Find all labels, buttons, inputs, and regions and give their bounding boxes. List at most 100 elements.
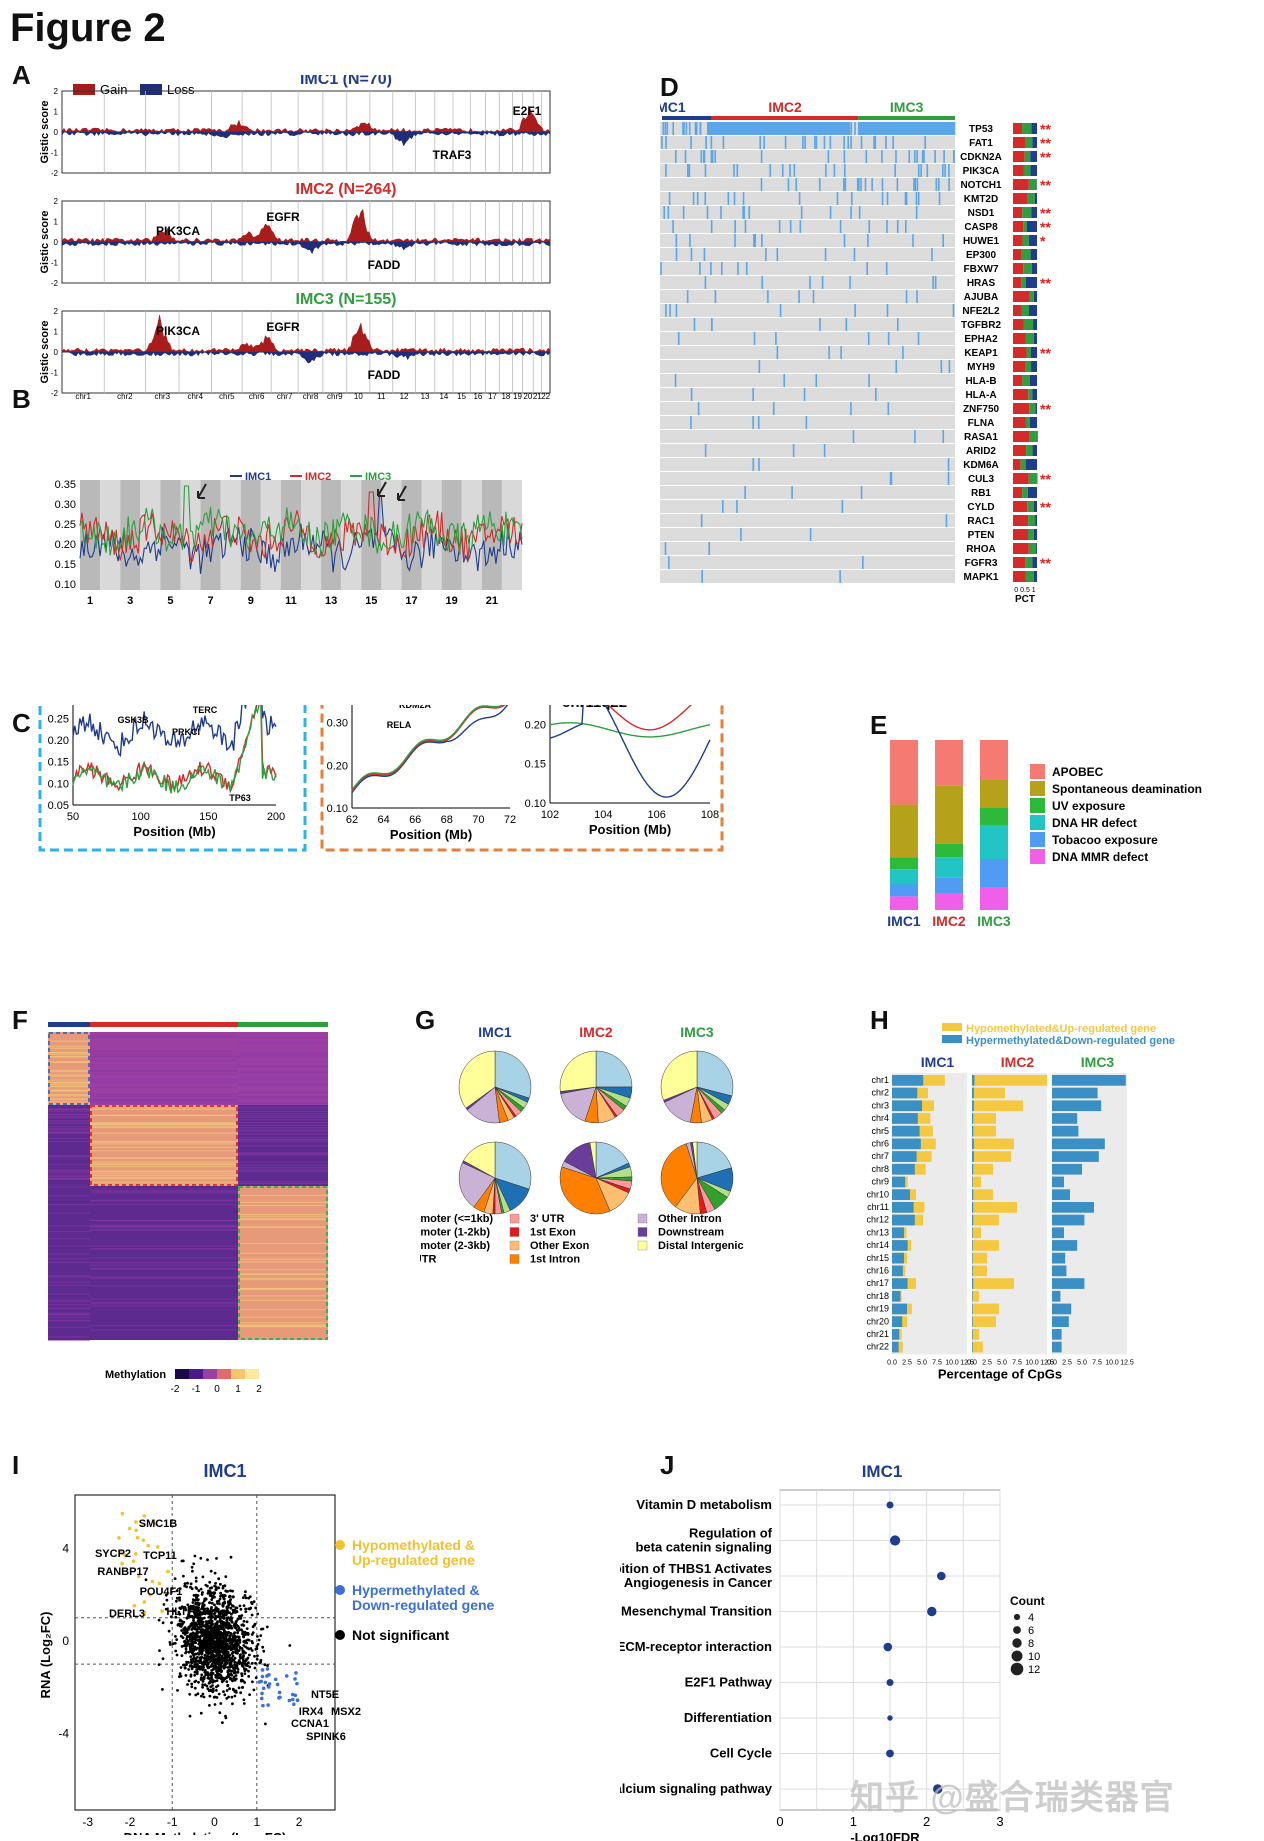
- f-heat-stripe: [90, 1124, 238, 1126]
- h-chr-label: chr4: [871, 1113, 889, 1123]
- panel-c-content: IMC1IMC2IMC3IMC1IMC2IMC3chr3q0.350.300.2…: [38, 705, 724, 852]
- d-mut-tick: [740, 528, 742, 541]
- b-arrow: [377, 481, 387, 497]
- i-point: [240, 1672, 244, 1676]
- f-heat-stripe: [90, 1094, 238, 1096]
- i-point: [229, 1589, 232, 1593]
- d-group-bar: [662, 116, 712, 120]
- i-point: [204, 1583, 208, 1587]
- f-heat-stripe: [238, 1279, 328, 1281]
- panel-label-i: I: [12, 1450, 20, 1480]
- i-point: [216, 1630, 219, 1634]
- f-heat-stripe: [238, 1130, 328, 1132]
- i-point: [178, 1618, 182, 1622]
- h-bar-down: [892, 1265, 903, 1277]
- d-mut-tick: [923, 150, 925, 163]
- d-mut-tick: [798, 290, 800, 303]
- i-point-down: [267, 1672, 271, 1677]
- chr-label: chr2: [117, 392, 133, 401]
- d-mut-tick: [938, 192, 941, 205]
- i-point: [216, 1673, 220, 1677]
- d-mut-tick: [682, 122, 684, 135]
- d-mut-tick: [697, 402, 700, 415]
- f-heat-stripe: [90, 1069, 238, 1072]
- b-xtick: 3: [127, 595, 133, 607]
- d-mut-tick: [881, 150, 883, 163]
- i-point: [173, 1577, 177, 1580]
- i-point-down: [293, 1677, 297, 1681]
- d-mut-tick: [744, 486, 746, 499]
- i-point: [217, 1692, 221, 1696]
- i-point: [196, 1619, 200, 1623]
- i-point: [211, 1655, 215, 1659]
- loss-area: [61, 351, 551, 364]
- i-point: [259, 1658, 263, 1662]
- f-heat-stripe: [238, 1322, 328, 1324]
- chr-label: 19: [513, 392, 522, 401]
- i-point: [221, 1721, 224, 1724]
- d-sig-stars: **: [1040, 345, 1051, 361]
- h-bar-down: [972, 1278, 974, 1289]
- f-heat-stripe: [90, 1257, 238, 1259]
- chr-band: [301, 480, 322, 590]
- d-row-bg: [660, 178, 955, 191]
- d-pct-green: [1029, 291, 1034, 302]
- j-dot: [927, 1606, 937, 1617]
- chr-label: chr3: [154, 392, 170, 401]
- e-stack-segment: [980, 825, 1008, 859]
- f-heat-stripe: [238, 1124, 328, 1127]
- d-gene-label: KDM6A: [963, 460, 999, 471]
- d-mut-tick: [784, 136, 787, 149]
- i-point: [187, 1661, 190, 1664]
- g-pie-slice: [660, 1143, 698, 1208]
- gain-label: Gain: [100, 82, 127, 97]
- f-heat-stripe: [238, 1110, 328, 1113]
- f-heat-stripe: [238, 1169, 328, 1171]
- e-stack-segment: [935, 857, 963, 878]
- d-mut-tick: [860, 486, 863, 499]
- i-point: [244, 1610, 248, 1613]
- i-point: [183, 1606, 187, 1609]
- chr-label: chr1: [75, 392, 91, 401]
- d-mut-tick: [843, 164, 846, 177]
- d-mut-tick: [850, 136, 852, 149]
- d-mut-tick: [934, 276, 937, 289]
- gistic-ytick: -1: [51, 149, 59, 158]
- i-point: [170, 1587, 174, 1590]
- i-point: [206, 1655, 210, 1658]
- j-dot: [883, 1642, 893, 1652]
- i-gene-down: IRX4: [299, 1706, 324, 1718]
- d-mut-tick: [862, 556, 864, 569]
- h-xtick: 7.5: [1092, 1359, 1102, 1366]
- d-mut-tick: [703, 248, 706, 261]
- i-point-up: [131, 1559, 136, 1563]
- i-point: [157, 1618, 161, 1622]
- i-point: [180, 1654, 184, 1657]
- d-gene-label: CASP8: [964, 222, 998, 233]
- f-heat-stripe: [48, 1075, 90, 1077]
- e-stack-segment: [980, 859, 1008, 888]
- b-ytick: 0.25: [55, 519, 76, 531]
- i-point: [244, 1590, 247, 1594]
- i-point: [210, 1659, 214, 1662]
- chr-band: [341, 480, 362, 590]
- g-legend-label: Promoter (<=1kb): [420, 1213, 493, 1225]
- i-gene-down: SPINK6: [306, 1731, 346, 1743]
- i-point-down: [275, 1682, 280, 1687]
- i-point: [213, 1679, 217, 1683]
- j-dot: [886, 1501, 894, 1509]
- g-pie-slice: [589, 1141, 597, 1179]
- f-colorbar-tick: 2: [256, 1384, 262, 1395]
- b-xtick: 17: [405, 595, 417, 607]
- c-gene-label: RELA: [387, 720, 412, 730]
- i-point-up: [117, 1536, 121, 1540]
- i-point: [247, 1675, 251, 1678]
- d-gene-label: ARID2: [966, 446, 996, 457]
- gistic-annotation: PIK3CA: [156, 224, 200, 238]
- i-point-down: [265, 1667, 270, 1671]
- f-heat-stripe: [238, 1295, 328, 1297]
- f-heat-stripe: [90, 1174, 238, 1177]
- i-point: [222, 1690, 225, 1693]
- i-point: [200, 1651, 204, 1655]
